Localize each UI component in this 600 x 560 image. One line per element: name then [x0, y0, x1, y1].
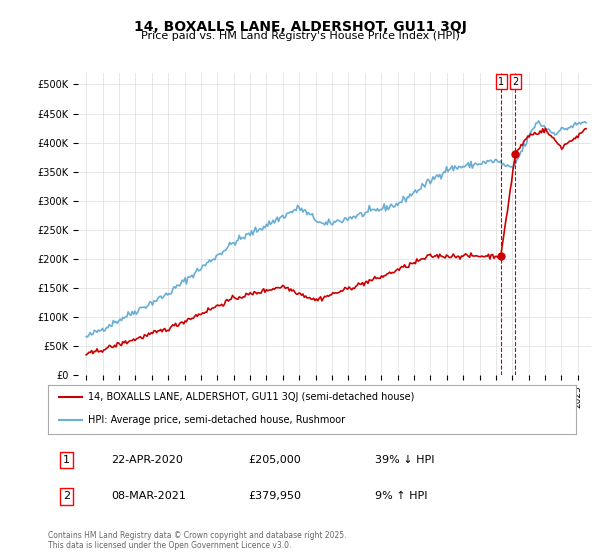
Text: 1: 1 — [63, 455, 70, 465]
Text: 14, BOXALLS LANE, ALDERSHOT, GU11 3QJ (semi-detached house): 14, BOXALLS LANE, ALDERSHOT, GU11 3QJ (s… — [88, 392, 414, 402]
Text: £205,000: £205,000 — [248, 455, 301, 465]
Text: 2: 2 — [512, 77, 518, 87]
Text: Contains HM Land Registry data © Crown copyright and database right 2025.
This d: Contains HM Land Registry data © Crown c… — [48, 531, 347, 550]
Text: HPI: Average price, semi-detached house, Rushmoor: HPI: Average price, semi-detached house,… — [88, 415, 345, 425]
Text: £379,950: £379,950 — [248, 491, 302, 501]
Text: 39% ↓ HPI: 39% ↓ HPI — [376, 455, 435, 465]
Text: 2: 2 — [63, 491, 70, 501]
Text: Price paid vs. HM Land Registry's House Price Index (HPI): Price paid vs. HM Land Registry's House … — [140, 31, 460, 41]
Text: 1: 1 — [498, 77, 504, 87]
Text: 14, BOXALLS LANE, ALDERSHOT, GU11 3QJ: 14, BOXALLS LANE, ALDERSHOT, GU11 3QJ — [134, 20, 466, 34]
Text: 9% ↑ HPI: 9% ↑ HPI — [376, 491, 428, 501]
Text: 22-APR-2020: 22-APR-2020 — [112, 455, 183, 465]
Text: 08-MAR-2021: 08-MAR-2021 — [112, 491, 186, 501]
